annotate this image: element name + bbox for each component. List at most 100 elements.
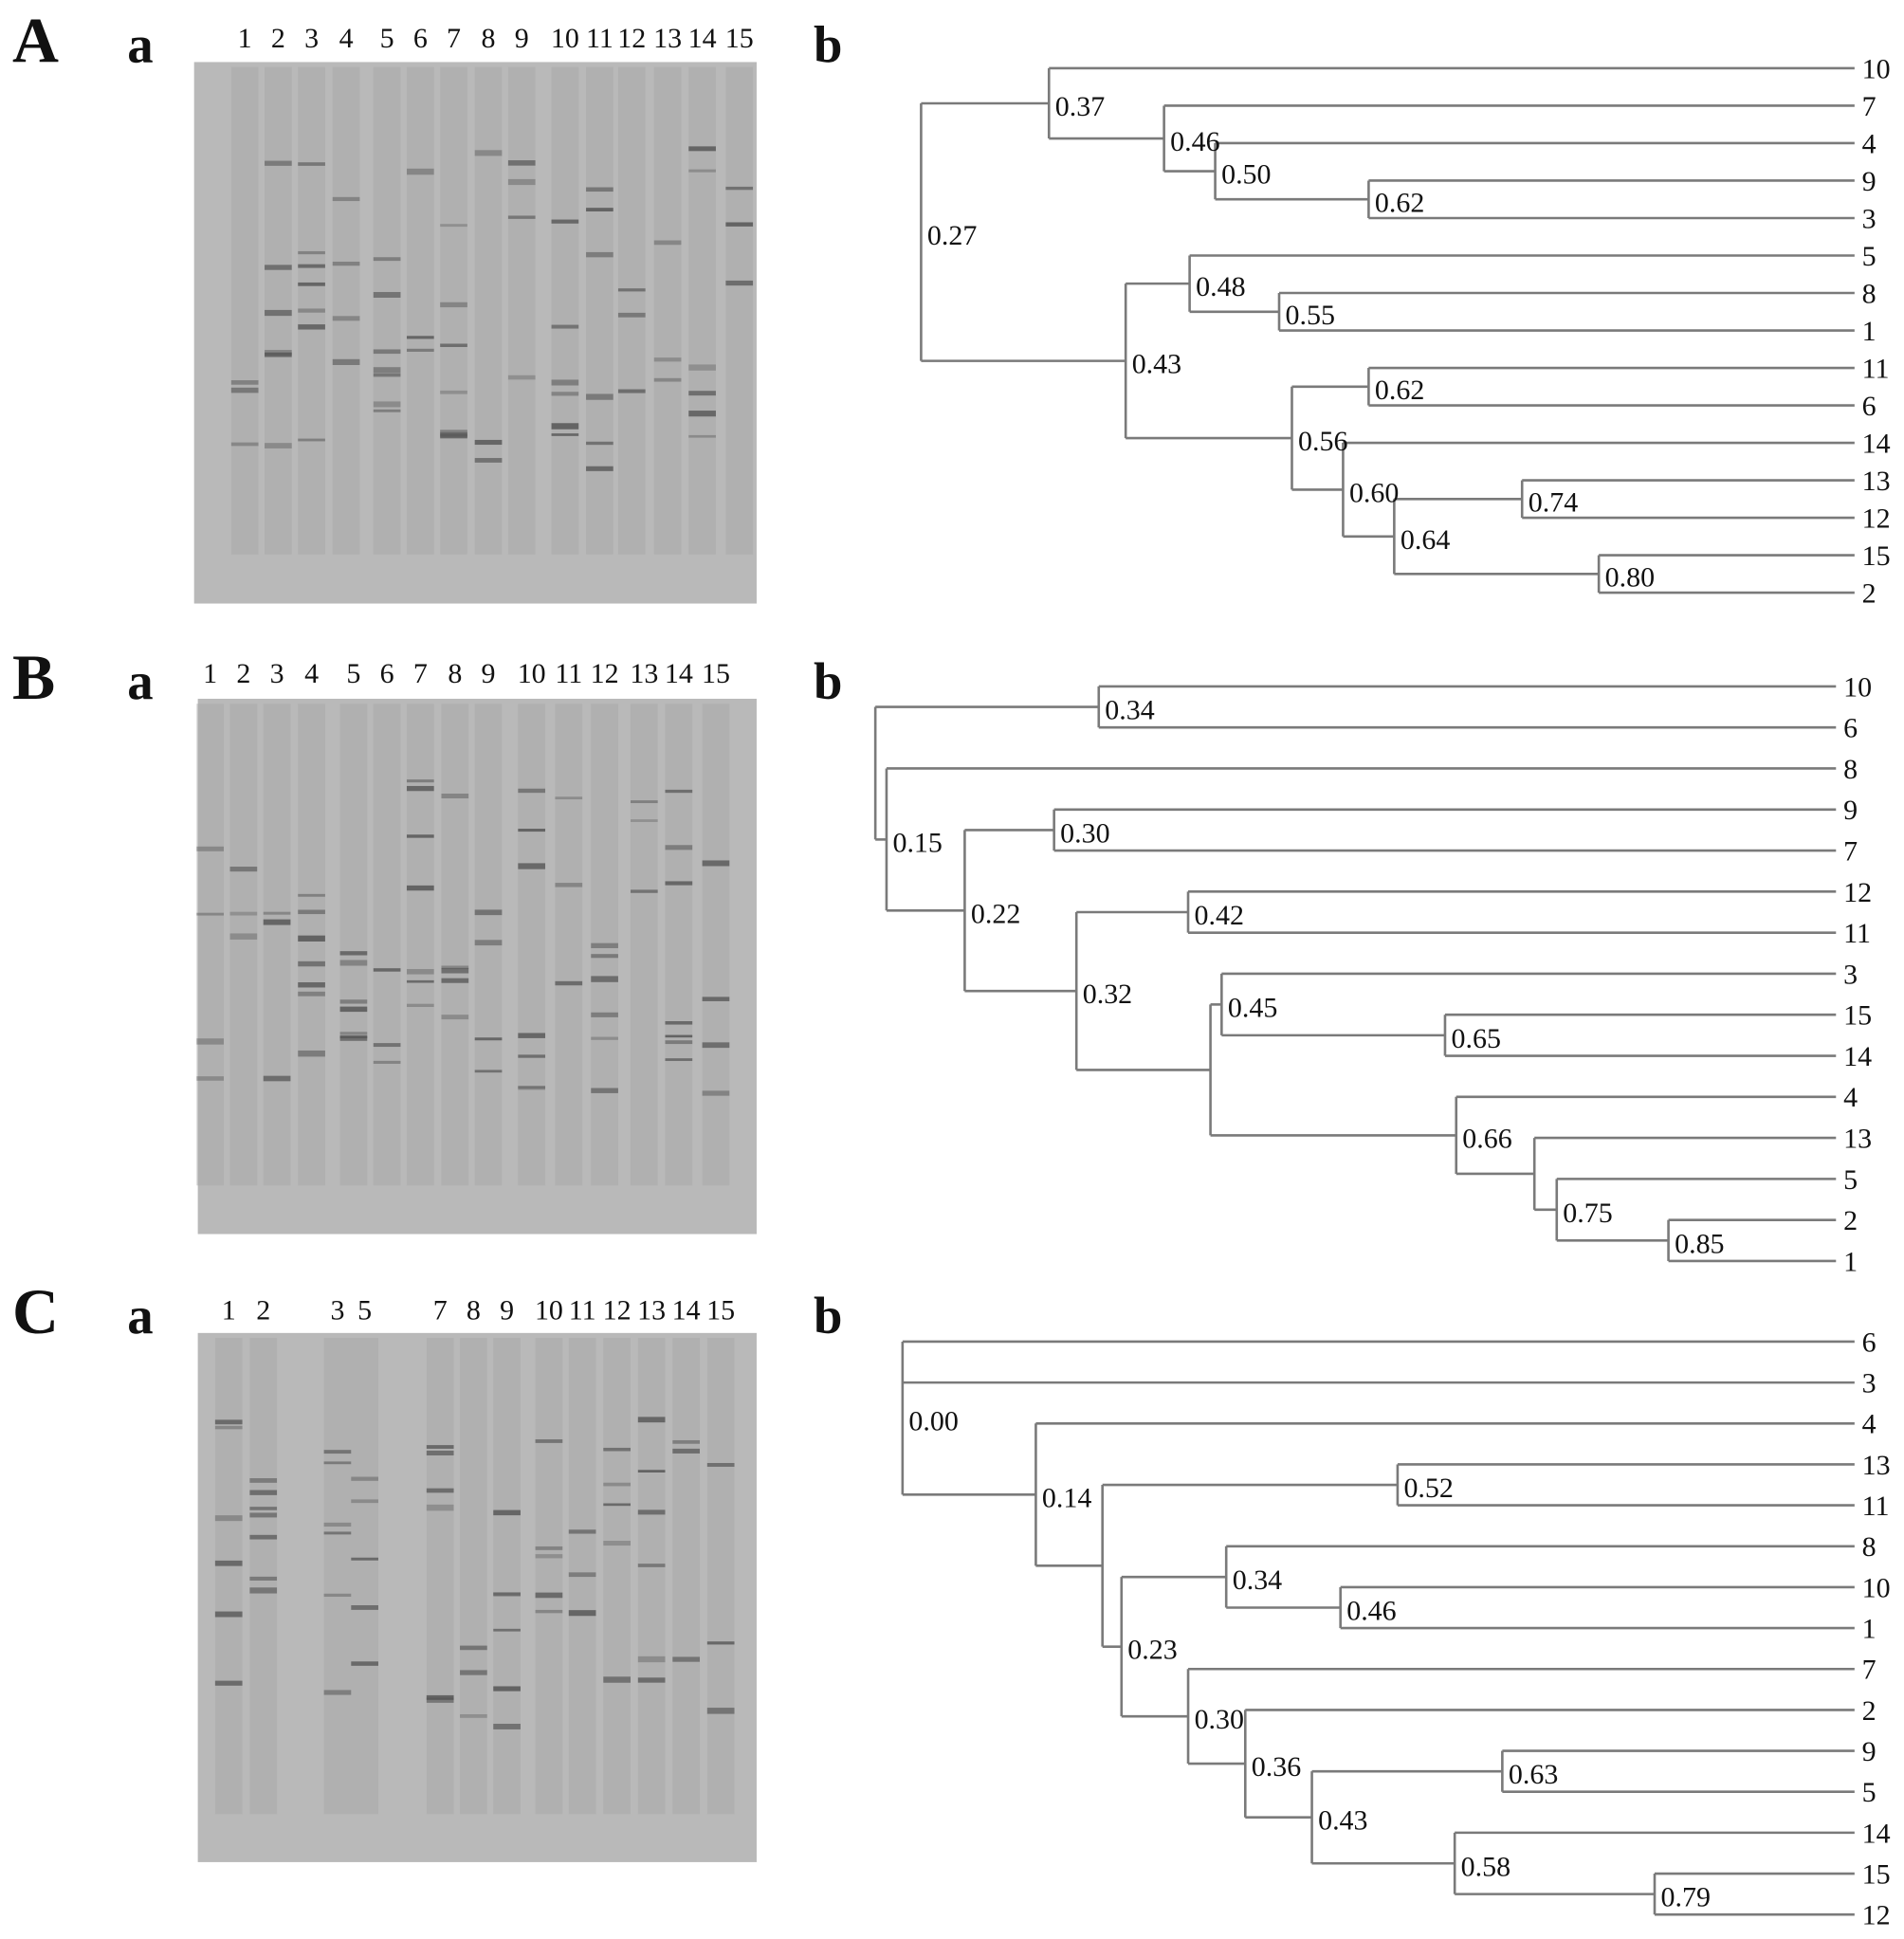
gel-band: [298, 282, 325, 286]
gel-band: [493, 1509, 521, 1516]
lane-label: 9: [482, 658, 496, 689]
gel-band: [507, 215, 536, 219]
lane-label: 15: [725, 23, 754, 54]
gel-band: [426, 1450, 454, 1455]
gel-lane: [249, 1338, 278, 1815]
gel-lane: [586, 66, 613, 555]
gel-band: [339, 1035, 368, 1041]
gel-band: [373, 1060, 401, 1064]
leaf-label: 10: [1862, 53, 1891, 84]
similarity-label: 0.45: [1228, 992, 1277, 1023]
similarity-label: 0.85: [1675, 1228, 1724, 1259]
gel-band: [441, 965, 469, 970]
gel-band: [702, 1042, 730, 1049]
similarity-label: 0.74: [1529, 486, 1578, 518]
gel-band: [518, 1054, 546, 1058]
gel-band: [637, 1509, 666, 1515]
gel-band: [665, 845, 693, 851]
gel-band: [665, 1040, 693, 1045]
leaf-label: 5: [1862, 241, 1877, 272]
gel-band: [518, 863, 546, 869]
lane-label: 7: [413, 658, 428, 689]
leaf-label: 13: [1843, 1124, 1872, 1155]
gel-band: [507, 160, 536, 166]
lane-label: 9: [515, 23, 529, 54]
gel-band: [265, 352, 292, 357]
gel-band: [551, 324, 579, 329]
lane-label: 5: [380, 23, 394, 54]
gel-band: [474, 1037, 503, 1041]
leaf-label: 4: [1843, 1082, 1858, 1113]
gel-band: [474, 909, 503, 916]
lane-label: 3: [304, 23, 319, 54]
gel-band: [249, 1576, 278, 1581]
gel-band: [474, 458, 503, 463]
gel-band: [653, 357, 682, 362]
gel-band: [351, 1476, 378, 1481]
gel-band: [586, 187, 613, 192]
gel-band: [586, 441, 613, 446]
gel-band: [249, 1490, 278, 1495]
gel-lane: [474, 66, 503, 555]
gel-band: [603, 1447, 631, 1452]
lane-label: 2: [236, 658, 250, 689]
gel-band: [373, 968, 401, 972]
lane-label: 14: [665, 658, 693, 689]
gel-band: [441, 794, 469, 799]
gel-band: [339, 951, 368, 956]
gel-band: [323, 1531, 352, 1535]
gel-band: [617, 389, 646, 393]
leaf-label: 8: [1862, 1531, 1877, 1563]
similarity-label: 0.79: [1661, 1882, 1711, 1913]
gel-lane: [373, 704, 401, 1186]
gel-band: [214, 1611, 243, 1618]
similarity-label: 0.65: [1451, 1023, 1500, 1054]
gel-band: [196, 912, 225, 916]
gel-band: [230, 387, 259, 393]
gel-band: [406, 1003, 434, 1007]
gel-band: [265, 160, 292, 166]
gel-band: [406, 885, 434, 891]
gel-band: [474, 439, 503, 446]
gel-band: [298, 1050, 325, 1057]
leaf-label: 7: [1843, 835, 1858, 867]
lane-label: 5: [357, 1295, 372, 1326]
gel-band: [229, 911, 258, 916]
leaf-label: 4: [1862, 128, 1877, 159]
lane-label: 13: [653, 23, 682, 54]
lane-label: 7: [447, 23, 461, 54]
gel-band: [249, 1507, 278, 1510]
lane-label: 13: [637, 1295, 666, 1326]
gel-band: [518, 829, 546, 832]
gel-band: [568, 1529, 596, 1534]
gel-band: [725, 222, 754, 227]
similarity-label: 0.30: [1060, 817, 1109, 849]
leaf-label: 14: [1862, 428, 1891, 459]
gel-band: [406, 834, 434, 838]
leaf-label: 7: [1862, 1655, 1877, 1686]
lane-label: 14: [688, 23, 717, 54]
gel-band: [298, 264, 325, 268]
gel-band: [373, 409, 401, 412]
gel-band: [518, 788, 546, 794]
gel-band: [214, 1419, 243, 1425]
gel-band: [441, 1015, 469, 1020]
gel-band: [493, 1628, 521, 1632]
gel-band: [591, 942, 618, 949]
gel-band: [440, 390, 467, 394]
gel-band: [507, 178, 536, 186]
gel-band: [688, 146, 716, 152]
gel-band: [298, 162, 325, 166]
gel-band: [474, 1070, 503, 1073]
gel-band: [406, 168, 434, 175]
leaf-label: 2: [1862, 1695, 1877, 1727]
leaf-label: 4: [1862, 1409, 1877, 1440]
similarity-label: 0.48: [1196, 271, 1245, 302]
leaf-label: 6: [1862, 1326, 1877, 1358]
leaf-label: 12: [1862, 1900, 1891, 1931]
gel-band: [672, 1439, 701, 1444]
gel-band: [214, 1515, 243, 1522]
gel-band: [441, 967, 469, 974]
gel-band: [702, 997, 730, 1001]
similarity-label: 0.63: [1509, 1759, 1558, 1790]
